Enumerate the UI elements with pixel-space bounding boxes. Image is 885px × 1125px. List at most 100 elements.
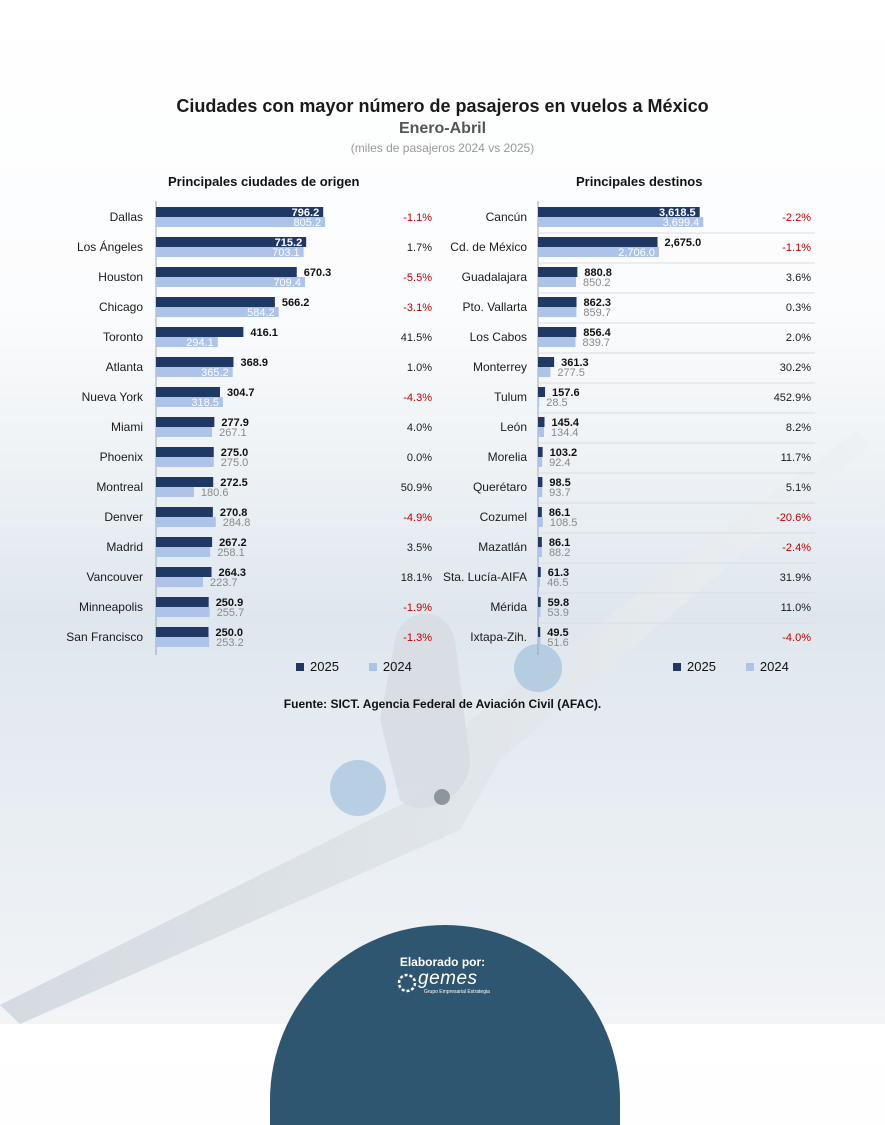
origin-value-2024: 584.2 (247, 307, 275, 319)
origin-bar-2025 (156, 297, 275, 307)
destination-bar-2024 (538, 367, 551, 377)
origin-category-label: Nueva York (82, 390, 144, 404)
origin-category-label: Vancouver (87, 570, 143, 584)
origin-change-label: 1.0% (407, 362, 432, 374)
footer-label: Elaborado por: (399, 955, 486, 969)
destination-category-label: Guadalajara (462, 270, 528, 284)
origin-change-label: 0.0% (407, 452, 432, 464)
destination-change-label: -4.0% (782, 632, 811, 644)
destination-bar-2024 (538, 577, 541, 587)
origin-bar-2024 (156, 307, 279, 317)
origin-bar-2025 (156, 267, 297, 277)
destination-change-label: -2.2% (782, 212, 811, 224)
origin-change-label: 41.5% (401, 332, 432, 344)
origin-change-label: -3.1% (403, 302, 432, 314)
origin-bar-2025 (156, 507, 213, 517)
origin-bar-2025 (156, 447, 214, 457)
origin-change-label: 18.1% (401, 572, 432, 584)
origin-category-label: Miami (111, 420, 143, 434)
origin-value-2024: 318.5 (191, 397, 219, 409)
origin-category-label: Montreal (96, 480, 143, 494)
destination-value-2025: 862.3 (584, 297, 612, 309)
destination-change-label: 5.1% (786, 482, 811, 494)
destination-category-label: Cozumel (480, 510, 527, 524)
destination-bar-2025 (538, 447, 543, 457)
destination-bar-2025 (538, 297, 577, 307)
destination-bar-2025 (538, 537, 542, 547)
destination-bar-2024 (538, 607, 541, 617)
origin-bar-2024 (156, 337, 218, 347)
origin-value-2025: 566.2 (282, 297, 310, 309)
destination-bar-2024 (538, 637, 541, 647)
destination-change-label: 11.7% (781, 452, 812, 464)
legend-label-2025: 2025 (310, 659, 339, 674)
origin-value-2025: 264.3 (219, 567, 247, 579)
destination-value-2025: 880.8 (584, 267, 612, 279)
logo-text: gemes (418, 968, 478, 989)
destination-value-2024: 108.5 (550, 517, 578, 529)
origin-category-label: Dallas (110, 210, 143, 224)
logo-ring-icon (397, 973, 417, 993)
logo-subtext: Grupo Empresarial Estrategia (424, 989, 490, 995)
origin-value-2025: 715.2 (275, 237, 303, 249)
destination-change-label: 11.0% (781, 602, 812, 614)
destination-category-label: Tulum (494, 390, 527, 404)
destination-category-label: Mazatlán (478, 540, 527, 554)
destination-bar-2025 (538, 477, 543, 487)
origin-change-label: 50.9% (401, 482, 432, 494)
origin-bar-2024 (156, 517, 216, 527)
destination-value-2025: 856.4 (583, 327, 611, 339)
destination-category-label: Cd. de México (450, 240, 527, 254)
destination-bar-2025 (538, 387, 546, 397)
destination-category-label: León (500, 420, 527, 434)
origin-change-label: -4.9% (403, 512, 432, 524)
destination-change-label: -1.1% (782, 242, 811, 254)
destination-category-label: Cancún (486, 210, 527, 224)
origin-value-2024: 223.7 (210, 577, 238, 589)
destination-panel-title: Principales destinos (576, 174, 703, 189)
origin-bar-2025 (156, 357, 234, 367)
destination-bar-2024 (538, 427, 545, 437)
destination-bar-2024 (538, 217, 704, 227)
origin-category-label: Denver (104, 510, 143, 524)
destination-category-label: Mérida (490, 600, 527, 614)
destination-value-2025: 103.2 (550, 447, 578, 459)
origin-value-2024: 805.2 (294, 217, 322, 229)
destination-category-label: Morelia (488, 450, 528, 464)
origin-bar-2024 (156, 607, 210, 617)
origin-value-2025: 304.7 (227, 387, 255, 399)
origin-bar-2025 (156, 237, 307, 247)
destination-change-label: -2.4% (782, 542, 811, 554)
origin-value-2024: 284.8 (223, 517, 251, 529)
origin-bar-2024 (156, 427, 213, 437)
destination-value-2025: 157.6 (552, 387, 580, 399)
destination-change-label: 31.9% (780, 572, 811, 584)
destination-value-2024: 859.7 (583, 307, 611, 319)
destination-value-2024: 839.7 (583, 337, 611, 349)
destination-value-2024: 92.4 (549, 457, 570, 469)
destination-bar-2025 (538, 207, 700, 217)
destination-bar-2024 (538, 397, 540, 407)
destination-category-label: Pto. Vallarta (463, 300, 528, 314)
origin-change-label: 3.5% (407, 542, 432, 554)
origin-value-2024: 709.4 (273, 277, 301, 289)
destination-value-2024: 51.6 (547, 637, 568, 649)
origin-value-2024: 275.0 (221, 457, 249, 469)
origin-value-2025: 272.5 (220, 477, 248, 489)
destination-category-label: Querétaro (473, 480, 527, 494)
origin-legend: 2025 2024 (296, 659, 442, 674)
origin-category-label: Houston (98, 270, 143, 284)
origin-change-label: 4.0% (407, 422, 432, 434)
origin-category-label: San Francisco (66, 630, 143, 644)
origin-bar-2025 (156, 537, 213, 547)
destination-change-label: 452.9% (774, 392, 812, 404)
destination-bar-2025 (538, 507, 542, 517)
destination-bar-2025 (538, 627, 541, 637)
origin-value-2024: 703.1 (272, 247, 300, 259)
legend-label-2024: 2024 (759, 659, 789, 674)
origin-change-label: 1.7% (407, 242, 432, 254)
origin-value-2025: 250.0 (216, 627, 244, 639)
chart-subtitle: Enero-Abril (398, 120, 487, 137)
destination-legend: 2025 2024 (673, 659, 819, 674)
legend-label-2025: 2025 (687, 659, 716, 674)
